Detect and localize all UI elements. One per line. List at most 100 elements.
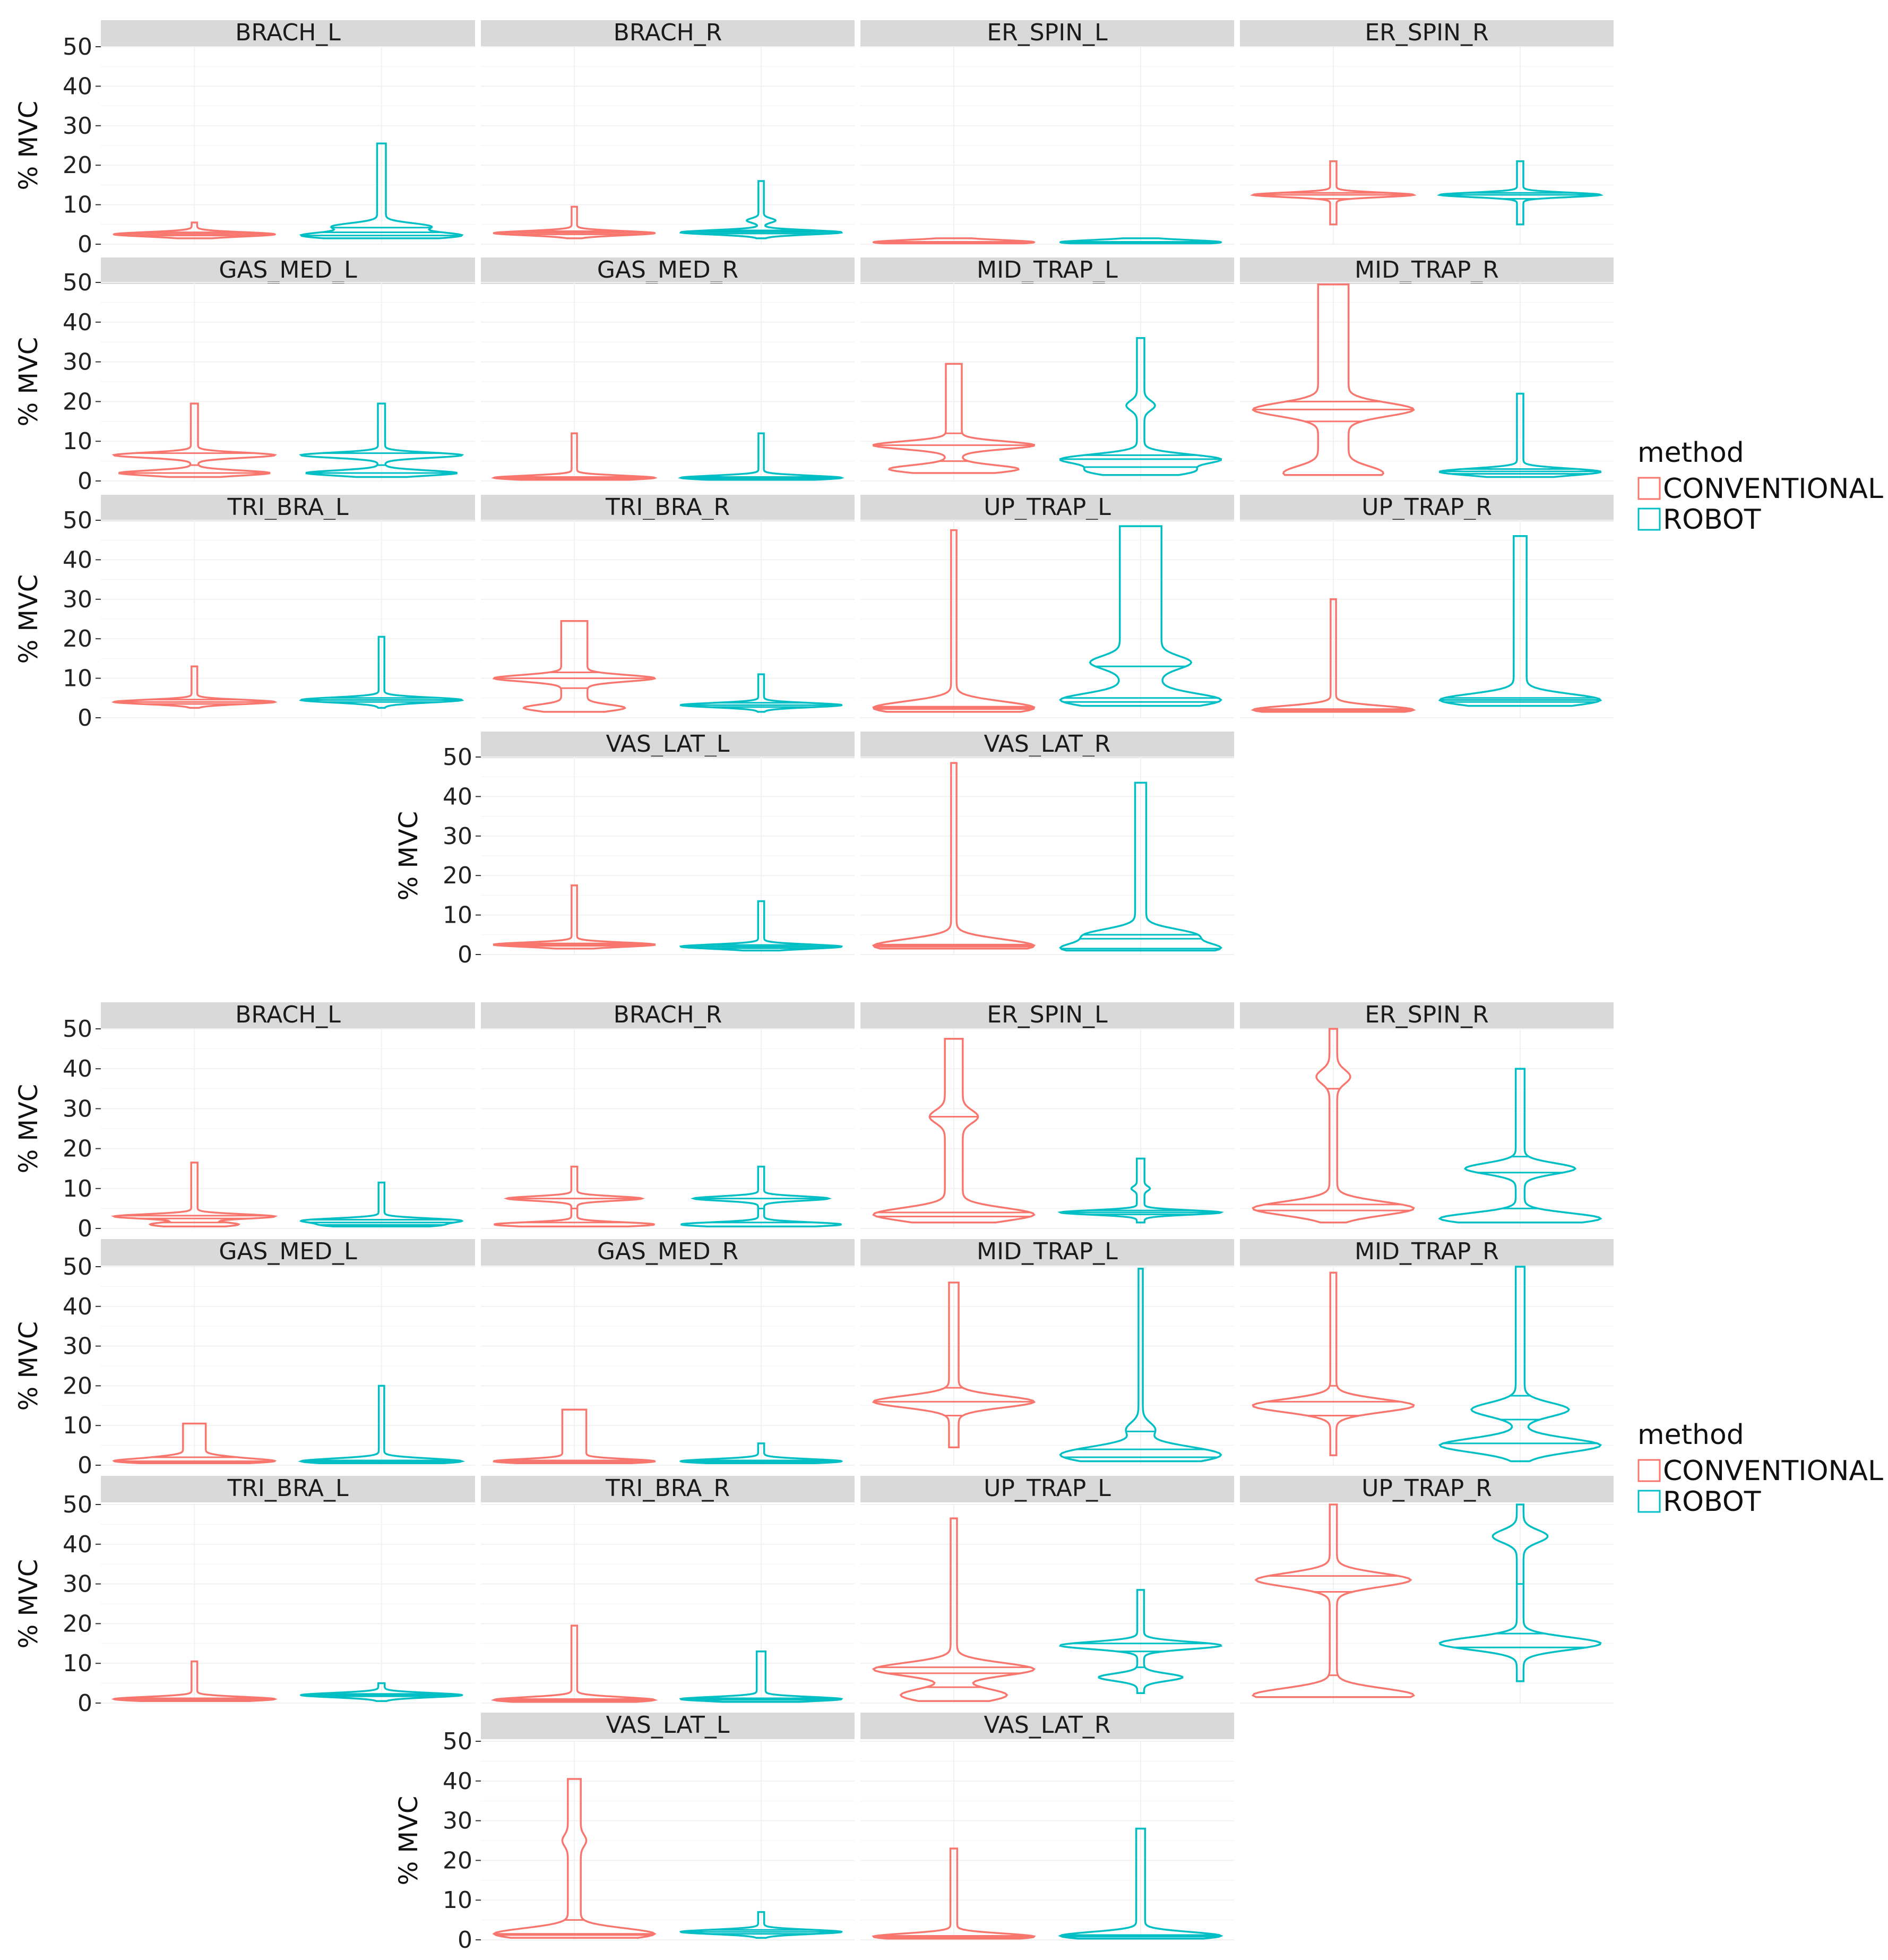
y-axis-title: % MVC bbox=[14, 337, 44, 427]
violin-conventional bbox=[1252, 1503, 1415, 1698]
violin-conventional bbox=[872, 762, 1036, 950]
y-tick-label: 10 bbox=[63, 192, 92, 219]
y-tick-label: 0 bbox=[77, 1690, 92, 1717]
y-tick-label: 50 bbox=[63, 1491, 92, 1518]
y-axis-title: % MVC bbox=[394, 1796, 424, 1886]
panel-vas-lat-l-top: VAS_LAT_L 0 10 20 30 40 50 % MVC bbox=[394, 730, 855, 968]
y-tick-label: 50 bbox=[63, 269, 92, 296]
panel-gas-med-r-bottom: GAS_MED_R bbox=[481, 1238, 855, 1466]
panel-up-trap-l-bottom: UP_TRAP_L bbox=[860, 1475, 1234, 1704]
y-tick-label: 0 bbox=[77, 231, 92, 258]
y-tick-label: 20 bbox=[63, 625, 92, 652]
y-tick-label: 50 bbox=[63, 1253, 92, 1280]
panel-vas-lat-r-bottom: VAS_LAT_R bbox=[860, 1712, 1234, 1940]
y-tick-label: 50 bbox=[443, 1728, 472, 1755]
legends: methodCONVENTIONALROBOTmethodCONVENTIONA… bbox=[1637, 437, 1883, 1518]
panel-brach-r-bottom: BRACH_R bbox=[481, 1001, 855, 1229]
facet-strip bbox=[101, 1239, 475, 1266]
y-axis-title: % MVC bbox=[394, 811, 424, 901]
facet-strip-label: UP_TRAP_L bbox=[984, 494, 1111, 521]
panel-gas-med-l-top: GAS_MED_L 0 10 20 30 40 50 % MVC bbox=[14, 256, 475, 495]
violin-conventional bbox=[872, 1517, 1036, 1703]
facet-strip bbox=[860, 1713, 1234, 1739]
y-tick-label: 10 bbox=[63, 1650, 92, 1677]
violin-robot bbox=[1059, 525, 1222, 707]
violin-robot bbox=[679, 180, 843, 239]
y-tick-label: 0 bbox=[77, 1452, 92, 1479]
facet-strip-label: UP_TRAP_L bbox=[984, 1475, 1111, 1502]
y-axis-title: % MVC bbox=[14, 1084, 44, 1174]
y-tick-label: 40 bbox=[63, 1055, 92, 1082]
violin-robot bbox=[1438, 535, 1602, 707]
legend-title: method bbox=[1637, 1419, 1744, 1451]
y-tick-label: 40 bbox=[63, 546, 92, 573]
facet-strip-label: VAS_LAT_R bbox=[984, 730, 1111, 758]
y-axis-title: % MVC bbox=[14, 574, 44, 664]
y-tick-label: 20 bbox=[63, 388, 92, 415]
legend-label-conventional: CONVENTIONAL bbox=[1663, 473, 1883, 505]
legend-title: method bbox=[1637, 437, 1744, 469]
facet-strip bbox=[101, 495, 475, 521]
y-tick-label: 40 bbox=[443, 1768, 472, 1795]
facet-strip-label: GAS_MED_R bbox=[597, 256, 738, 283]
violin-robot bbox=[679, 673, 843, 713]
violin-robot bbox=[1058, 1589, 1223, 1695]
figure-top: BRACH_L 0 10 20 30 40 50 % MVC BRACH_R ER_SPIN_L E… bbox=[14, 19, 1614, 968]
panel-er-spin-l-top: ER_SPIN_L bbox=[860, 19, 1234, 245]
facet-strip bbox=[860, 1239, 1234, 1266]
facet-strip bbox=[101, 1476, 475, 1502]
violin-conventional bbox=[113, 221, 277, 239]
y-tick-label: 30 bbox=[63, 349, 92, 376]
facet-strip-label: VAS_LAT_R bbox=[984, 1712, 1111, 1739]
facet-strip bbox=[481, 1002, 855, 1029]
facet-strip-label: GAS_MED_L bbox=[219, 256, 357, 283]
y-tick-label: 10 bbox=[443, 1887, 472, 1914]
panel-mid-trap-r-top: MID_TRAP_R bbox=[1240, 256, 1614, 482]
panel-tri-bra-r-top: TRI_BRA_R bbox=[481, 494, 855, 718]
legend-label-robot: ROBOT bbox=[1663, 504, 1761, 536]
y-tick-label: 50 bbox=[63, 507, 92, 534]
violin-conventional bbox=[872, 1282, 1036, 1449]
violin-conventional bbox=[1252, 1028, 1415, 1224]
y-tick-label: 40 bbox=[443, 783, 472, 810]
facet-strip bbox=[481, 1476, 855, 1502]
panel-vas-lat-r-top: VAS_LAT_R bbox=[860, 730, 1234, 955]
y-tick-label: 0 bbox=[458, 941, 472, 968]
facet-strip bbox=[1240, 257, 1614, 284]
violin-conventional bbox=[492, 620, 657, 713]
facet-strip bbox=[860, 1002, 1234, 1029]
y-tick-label: 10 bbox=[63, 428, 92, 455]
violin-robot bbox=[1059, 1267, 1222, 1463]
facet-strip-label: MID_TRAP_L bbox=[977, 1238, 1118, 1265]
violin-conventional bbox=[872, 1038, 1036, 1224]
facet-strip-label: GAS_MED_R bbox=[597, 1238, 738, 1265]
violin-conventional bbox=[1249, 160, 1417, 226]
y-tick-label: 10 bbox=[63, 665, 92, 692]
panel-er-spin-r-top: ER_SPIN_R bbox=[1240, 19, 1614, 245]
violin-conventional bbox=[111, 1162, 278, 1227]
y-tick-label: 30 bbox=[63, 586, 92, 613]
violin-conventional bbox=[112, 1422, 277, 1465]
facet-strip bbox=[860, 495, 1234, 521]
panel-gas-med-l-bottom: GAS_MED_L 0 10 20 30 40 50 % MVC bbox=[14, 1238, 475, 1479]
facet-strip bbox=[860, 1476, 1234, 1502]
violin-robot bbox=[1438, 1266, 1602, 1463]
facet-strip bbox=[1240, 495, 1614, 521]
violin-conventional bbox=[1251, 598, 1416, 713]
panel-up-trap-l-top: UP_TRAP_L bbox=[860, 494, 1234, 718]
facet-strip-label: UP_TRAP_R bbox=[1361, 494, 1492, 521]
facet-strip bbox=[1240, 1476, 1614, 1502]
violin-conventional bbox=[491, 432, 658, 481]
y-tick-label: 30 bbox=[63, 1095, 92, 1122]
violin-robot bbox=[299, 1181, 464, 1227]
violin-conventional bbox=[493, 205, 656, 239]
y-tick-label: 10 bbox=[443, 902, 472, 929]
violin-robot bbox=[299, 142, 464, 239]
facet-strip-label: ER_SPIN_L bbox=[987, 19, 1108, 46]
legend-key-conventional bbox=[1637, 1459, 1661, 1482]
facet-strip bbox=[101, 20, 475, 47]
y-axis-title: % MVC bbox=[14, 1321, 44, 1411]
panel-tri-bra-l-bottom: TRI_BRA_L 0 10 20 30 40 50 % MVC bbox=[14, 1475, 475, 1717]
